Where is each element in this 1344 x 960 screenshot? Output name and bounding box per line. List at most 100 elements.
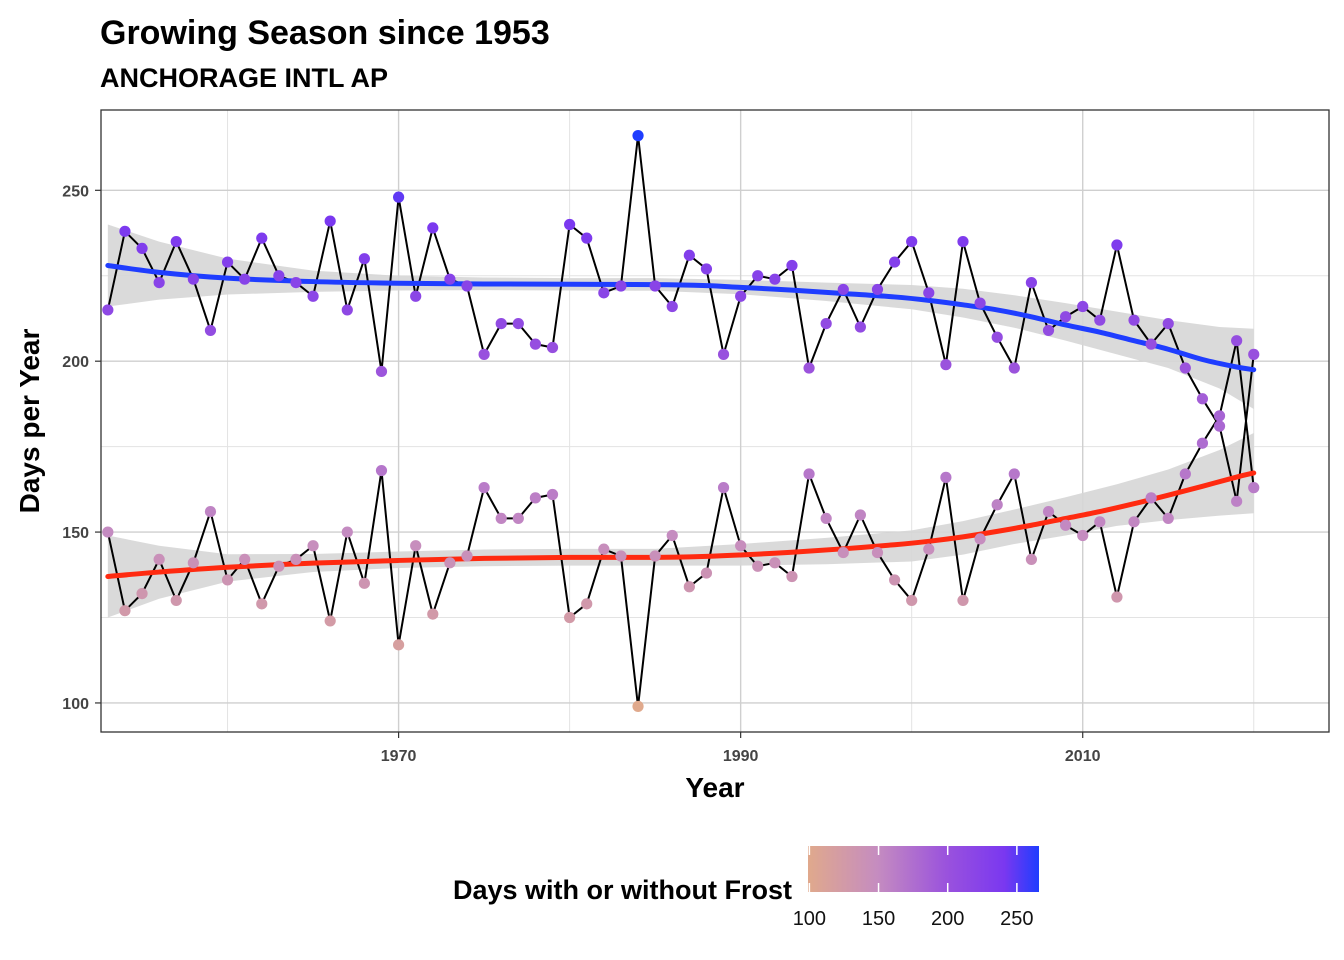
data-point [1128, 516, 1140, 528]
data-point [256, 598, 268, 610]
data-point [392, 639, 405, 651]
data-point [1179, 362, 1191, 374]
data-point [1196, 437, 1209, 449]
data-point [307, 540, 319, 552]
data-point [1060, 519, 1072, 531]
data-point [854, 321, 866, 333]
data-point [854, 509, 866, 521]
legend-tick-label: 250 [1000, 908, 1033, 930]
data-point [1162, 512, 1174, 525]
data-point [564, 218, 576, 231]
data-point [991, 331, 1003, 343]
data-point [871, 546, 884, 559]
data-point [1128, 314, 1140, 326]
data-point [1196, 393, 1209, 405]
data-point [119, 225, 131, 237]
data-point [1231, 495, 1243, 507]
legend-tick-label: 200 [931, 908, 964, 930]
data-point [923, 543, 935, 555]
data-point [632, 130, 644, 142]
data-point [871, 283, 884, 296]
data-point [221, 256, 234, 268]
y-axis-title: Days per Year [14, 329, 45, 514]
legend-tick-label: 100 [793, 908, 826, 930]
data-point [974, 533, 986, 545]
x-tick-label: 1990 [723, 748, 759, 765]
data-point [102, 304, 114, 316]
data-point [529, 338, 542, 350]
data-point [752, 270, 764, 282]
data-point [752, 560, 764, 572]
data-point [1162, 317, 1174, 330]
data-point [717, 348, 730, 360]
data-point [598, 543, 610, 555]
data-point [906, 594, 918, 607]
chart-subtitle: ANCHORAGE INTL AP [100, 63, 388, 93]
data-point [974, 297, 986, 309]
data-point [923, 287, 935, 299]
data-point [820, 512, 832, 525]
data-point [204, 324, 217, 337]
data-point [837, 546, 849, 559]
data-point [1025, 553, 1038, 566]
data-point [1042, 505, 1055, 518]
data-point [888, 574, 901, 586]
data-point [153, 553, 165, 566]
data-point [495, 512, 507, 525]
data-point [461, 280, 473, 292]
data-point [803, 362, 815, 374]
data-point [700, 567, 713, 579]
data-point [735, 540, 747, 552]
data-point [153, 276, 165, 289]
data-point [392, 191, 405, 203]
data-point [786, 259, 798, 272]
data-point [427, 608, 439, 620]
data-point [239, 553, 251, 566]
data-point [581, 232, 593, 244]
data-point [478, 348, 490, 360]
data-point [444, 557, 456, 569]
data-point [1060, 311, 1072, 323]
data-point [187, 557, 199, 569]
data-point [564, 611, 576, 624]
data-point [598, 287, 610, 299]
data-point [1094, 314, 1106, 326]
data-point [1077, 529, 1089, 542]
data-point [957, 594, 969, 607]
data-point [615, 280, 627, 292]
data-point [341, 526, 353, 538]
data-point [820, 317, 832, 330]
legend-colorbar [808, 846, 1039, 892]
data-point [256, 232, 268, 244]
data-point [273, 560, 285, 572]
data-point [221, 574, 234, 586]
data-point [717, 482, 730, 494]
data-point [136, 587, 148, 600]
data-point [649, 280, 661, 292]
data-point [495, 317, 507, 330]
data-point [735, 290, 747, 302]
data-point [837, 283, 849, 296]
data-point [1077, 300, 1089, 313]
data-point [940, 471, 952, 483]
data-point [290, 276, 302, 289]
data-points [102, 130, 1260, 712]
major-grid [101, 110, 1329, 732]
data-point [1008, 468, 1020, 480]
y-axis-ticks: 100 150 200 250 [62, 183, 101, 713]
data-point [957, 235, 969, 248]
data-point [1231, 335, 1243, 347]
data-point [632, 700, 644, 712]
data-point [1248, 348, 1260, 360]
data-point [940, 359, 952, 371]
y-tick-label: 100 [62, 696, 89, 713]
data-point [615, 550, 627, 562]
data-point [1145, 492, 1157, 504]
data-point [427, 222, 439, 234]
data-point [529, 492, 542, 504]
legend-ticks: 100 150 200 250 [793, 846, 1034, 930]
data-point [769, 273, 781, 285]
color-legend: Days with or without Frost 100 150 200 250 [453, 846, 1039, 930]
data-lines [106, 134, 1255, 708]
